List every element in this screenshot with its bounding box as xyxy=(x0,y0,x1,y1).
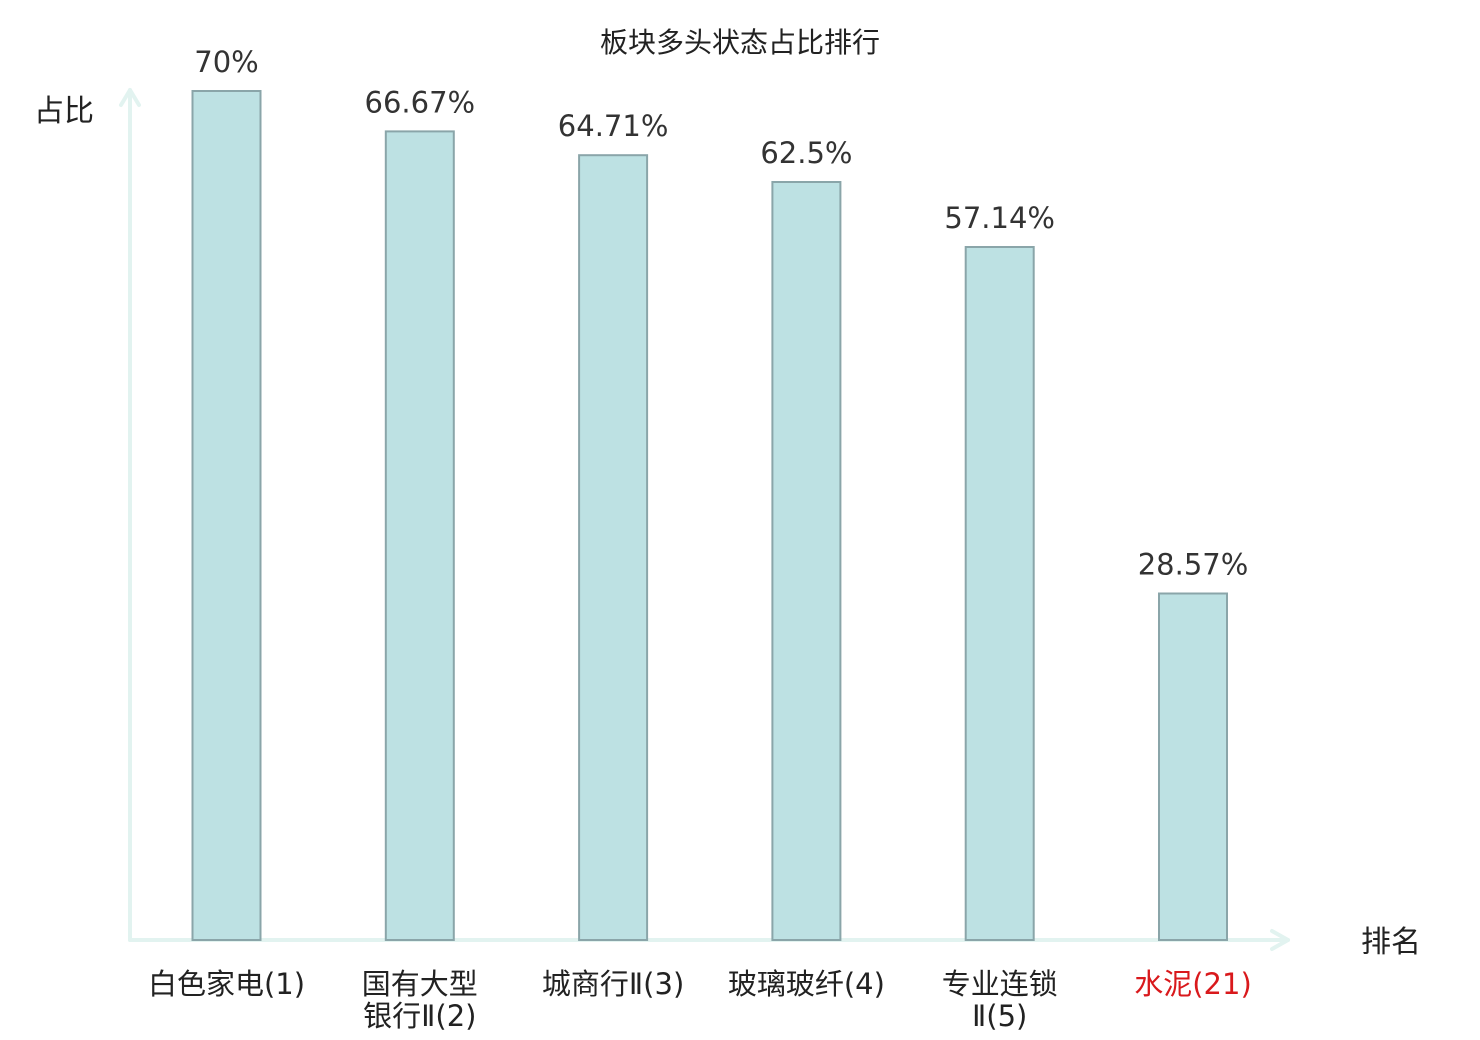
value-label-2: 66.67% xyxy=(365,85,476,119)
value-label-1: 70% xyxy=(194,45,258,79)
bar-1 xyxy=(191,90,262,941)
bar-5 xyxy=(964,246,1035,941)
x-axis-label: 排名 xyxy=(1361,925,1421,960)
category-label-6: 水泥(21) xyxy=(1134,967,1252,1001)
category-label-4: 玻璃玻纤(4) xyxy=(728,967,885,1001)
bars-group xyxy=(191,90,1228,941)
value-label-6: 28.57% xyxy=(1138,548,1249,582)
bar-2 xyxy=(384,130,455,941)
bar-4 xyxy=(771,181,842,941)
category-label-1: 白色家电(1) xyxy=(148,967,305,1001)
category-label-3: 城商行Ⅱ(3) xyxy=(542,967,684,1001)
y-axis-label: 占比 xyxy=(34,94,94,129)
x-axis xyxy=(128,929,1290,951)
value-labels-group: 70% 66.67% 64.71% 62.5% 57.14% 28.57% xyxy=(194,45,1248,582)
category-labels-group: 白色家电(1) 国有大型银行Ⅱ(2) 城商行Ⅱ(3) 玻璃玻纤(4) 专业连锁 Ⅱ(5) 水… xyxy=(148,967,1252,1033)
bar-3 xyxy=(578,154,649,941)
y-axis xyxy=(119,88,141,942)
category-label-2: 国有大型银行Ⅱ(2) xyxy=(362,967,478,1033)
bar-6 xyxy=(1158,592,1228,941)
value-label-5: 57.14% xyxy=(944,201,1055,235)
chart-title: 板块多头状态占比排行 xyxy=(600,26,880,59)
category-label-5: 专业连锁 Ⅱ(5) xyxy=(942,967,1058,1033)
value-label-3: 64.71% xyxy=(558,109,669,143)
value-label-4: 62.5% xyxy=(760,136,852,170)
